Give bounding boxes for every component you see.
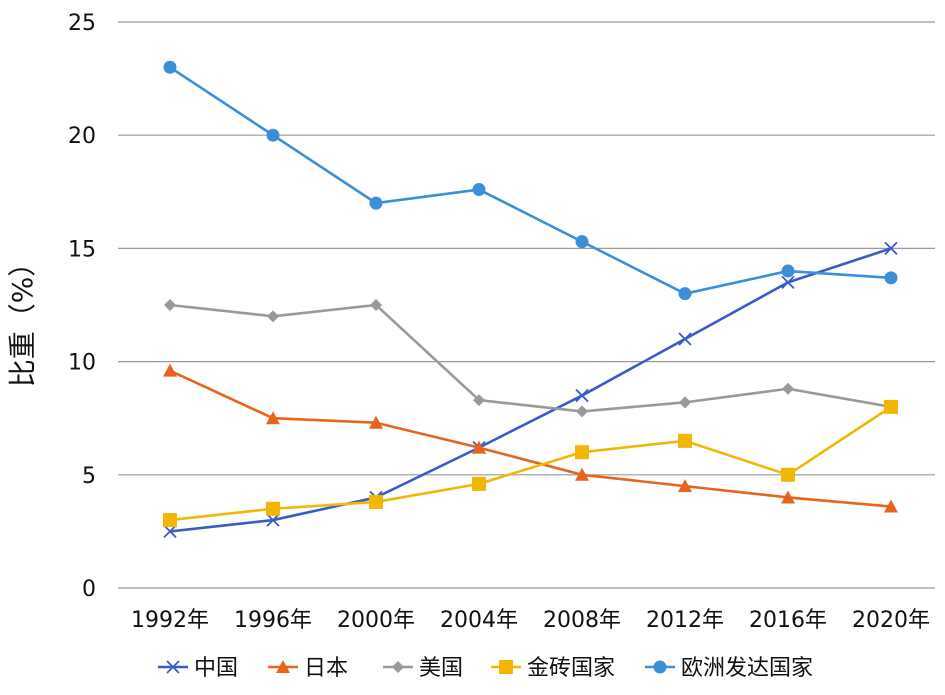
series [163, 60, 898, 539]
y-tick-label: 20 [68, 124, 96, 149]
data-point [266, 501, 280, 516]
data-point [782, 382, 794, 395]
data-point [781, 275, 795, 289]
series-2 [164, 299, 897, 418]
data-point [884, 399, 898, 414]
x-axis-ticks: 1992年 1996年 2000年 2004年 2008年 2012年 2016年 2020年 [131, 608, 930, 633]
data-point [575, 235, 589, 249]
data-point [163, 363, 177, 377]
x-tick-label: 2020年 [852, 608, 930, 633]
data-point [267, 310, 279, 323]
series-line [169, 303, 892, 413]
data-point [266, 513, 280, 527]
series-line [169, 66, 892, 295]
data-point [678, 332, 692, 346]
data-point [163, 60, 177, 74]
legend-item: 日本 [268, 656, 348, 681]
data-point [472, 183, 486, 197]
y-tick-label: 10 [68, 351, 96, 376]
y-axis-title: 比重（%） [6, 249, 39, 388]
legend-label: 中国 [194, 656, 238, 681]
y-tick-label: 5 [82, 464, 96, 489]
y-axis-ticks: 0 5 10 15 20 25 [68, 11, 96, 602]
y-tick-label: 15 [68, 237, 96, 262]
series-line [169, 247, 892, 533]
x-tick-label: 2012年 [646, 608, 724, 633]
series-3 [163, 399, 898, 528]
legend-marker [392, 661, 404, 673]
x-tick-label: 2016年 [749, 608, 827, 633]
data-point [679, 396, 691, 409]
data-point [163, 513, 177, 528]
series-1 [163, 363, 898, 513]
x-tick-label: 2000年 [337, 608, 415, 633]
data-point [575, 388, 589, 403]
data-point [370, 299, 382, 311]
data-point [678, 433, 692, 448]
legend-label: 日本 [304, 656, 348, 681]
series-line [169, 405, 892, 522]
data-point [678, 479, 692, 493]
series-line [169, 369, 892, 508]
data-point [164, 299, 176, 311]
data-point [163, 524, 177, 539]
y-tick-label: 0 [82, 577, 96, 602]
data-point [678, 287, 692, 301]
legend-item: 金砖国家 [491, 656, 615, 681]
legend-label: 美国 [419, 656, 463, 681]
legend-marker [653, 660, 667, 674]
data-point [472, 440, 486, 454]
data-point [781, 490, 795, 504]
data-point [473, 394, 485, 407]
series-4 [163, 60, 898, 301]
data-point [369, 415, 383, 429]
x-tick-label: 1996年 [234, 608, 312, 633]
y-tick-label: 25 [68, 11, 96, 36]
data-point [576, 405, 588, 418]
legend-label: 金砖国家 [527, 656, 615, 681]
x-tick-label: 2004年 [440, 608, 518, 633]
legend-marker [166, 660, 180, 674]
data-point [781, 467, 795, 482]
data-point [575, 445, 589, 460]
data-point [884, 271, 898, 285]
legend-marker [276, 660, 290, 673]
gridlines [118, 21, 935, 589]
legend-label: 欧洲发达国家 [681, 656, 813, 681]
legend-item: 欧洲发达国家 [645, 656, 813, 681]
data-point [266, 128, 280, 142]
x-tick-label: 2008年 [543, 608, 621, 633]
legend-item: 美国 [383, 656, 463, 681]
legend: 中国 日本 美国 金砖国家 欧洲发达国家 [158, 656, 813, 681]
data-point [369, 196, 383, 210]
data-point [575, 467, 589, 481]
data-point [884, 241, 898, 256]
data-point [369, 494, 383, 509]
legend-marker [499, 660, 513, 674]
data-point [266, 411, 280, 425]
data-point [472, 476, 486, 491]
legend-item: 中国 [158, 656, 238, 681]
x-tick-label: 1992年 [131, 608, 209, 633]
data-point [781, 264, 795, 278]
data-point [884, 499, 898, 513]
